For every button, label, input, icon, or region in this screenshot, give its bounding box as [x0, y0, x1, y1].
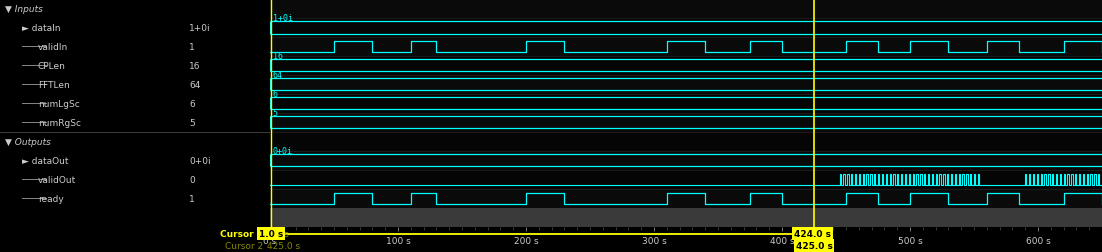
Text: numRgSc: numRgSc	[37, 118, 80, 127]
Bar	[270, 170, 1102, 189]
Text: 16: 16	[272, 52, 282, 61]
Bar	[270, 57, 1102, 76]
Bar	[270, 132, 1102, 151]
Text: ▼ Outputs: ▼ Outputs	[6, 137, 52, 146]
Text: 1: 1	[190, 43, 195, 52]
Text: ▼ Inputs: ▼ Inputs	[6, 5, 43, 14]
Text: ► dataOut: ► dataOut	[22, 156, 68, 165]
Text: 6: 6	[272, 90, 278, 99]
Text: 425.0 s: 425.0 s	[796, 241, 832, 250]
Bar	[270, 38, 1102, 57]
Text: CPLen: CPLen	[37, 62, 66, 71]
Text: 0+0i: 0+0i	[272, 146, 292, 155]
Text: 5: 5	[190, 118, 195, 127]
Text: 1.0 s: 1.0 s	[259, 229, 283, 238]
Bar	[270, 151, 1102, 170]
Text: 0+0i: 0+0i	[190, 156, 210, 165]
Bar	[270, 0, 1102, 19]
Bar	[270, 113, 1102, 132]
Text: ► dataIn: ► dataIn	[22, 24, 61, 33]
Text: numLgSc: numLgSc	[37, 100, 79, 108]
Text: Cursor 2: Cursor 2	[225, 241, 263, 250]
Text: Cursor 1: Cursor 1	[220, 229, 263, 238]
Bar	[270, 189, 1102, 208]
Text: 64: 64	[190, 81, 201, 89]
Text: 64: 64	[272, 71, 282, 80]
Text: 5: 5	[272, 109, 278, 118]
Bar	[270, 94, 1102, 113]
Text: 425.0 s: 425.0 s	[267, 241, 300, 250]
Text: 1+0i: 1+0i	[190, 24, 210, 33]
Text: 1: 1	[190, 194, 195, 203]
Text: 1.0 s: 1.0 s	[267, 229, 289, 238]
Text: ready: ready	[37, 194, 64, 203]
Text: validOut: validOut	[37, 175, 76, 184]
Text: 0: 0	[190, 175, 195, 184]
Text: 424.0 s: 424.0 s	[795, 229, 831, 238]
Text: 16: 16	[190, 62, 201, 71]
Text: 6: 6	[190, 100, 195, 108]
Text: 1+0i: 1+0i	[272, 14, 292, 23]
Bar	[270, 76, 1102, 94]
Bar	[270, 19, 1102, 38]
Text: FFTLen: FFTLen	[37, 81, 69, 89]
Text: validIn: validIn	[37, 43, 68, 52]
